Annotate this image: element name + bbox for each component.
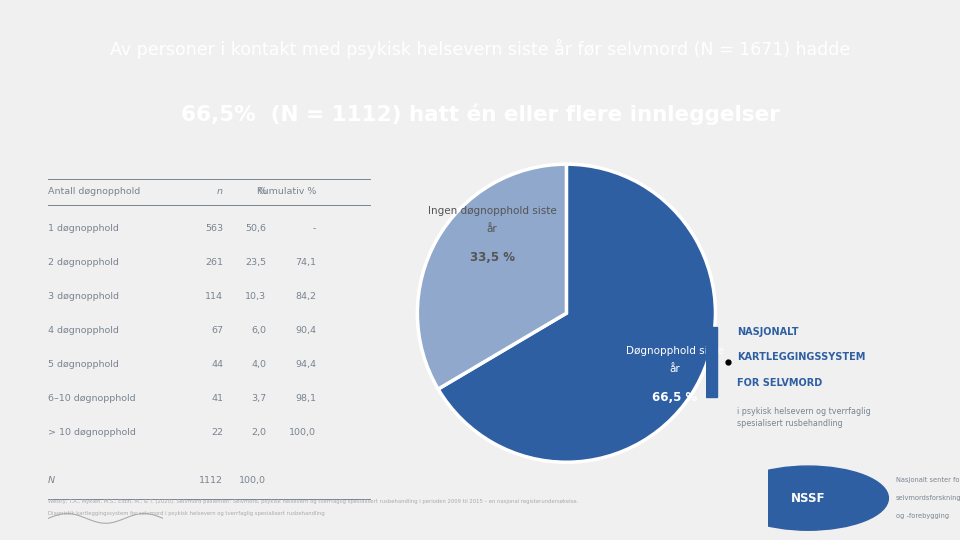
Text: -: -: [313, 224, 316, 233]
Text: 2,0: 2,0: [251, 428, 266, 437]
Text: Westly, T.A., Myklen, M.S., Eidin, M., & T. (2020). Selvmord pasienten: Selvmord: Westly, T.A., Myklen, M.S., Eidin, M., &…: [48, 498, 578, 504]
Text: Diagnistik kartleggingssystem for selvmord i psykisk helsevern og tverrfaglig sp: Diagnistik kartleggingssystem for selvmo…: [48, 510, 324, 516]
Text: n: n: [217, 187, 223, 196]
Text: 22: 22: [211, 428, 223, 437]
Text: 84,2: 84,2: [295, 292, 316, 301]
Text: 3,7: 3,7: [251, 394, 266, 403]
Text: NSSF: NSSF: [791, 491, 826, 505]
Text: Kumulativ %: Kumulativ %: [256, 187, 316, 196]
Text: år: år: [487, 224, 497, 234]
Text: 10,3: 10,3: [245, 292, 266, 301]
Text: 90,4: 90,4: [295, 326, 316, 335]
Circle shape: [728, 466, 888, 530]
Bar: [706, 327, 717, 396]
Text: 33,5 %: 33,5 %: [469, 251, 515, 264]
Text: 6,0: 6,0: [251, 326, 266, 335]
Text: 3 døgnopphold: 3 døgnopphold: [48, 292, 119, 301]
Text: selvmordsforskning: selvmordsforskning: [896, 495, 960, 501]
Text: 261: 261: [205, 258, 223, 267]
Text: 98,1: 98,1: [295, 394, 316, 403]
Text: 66,5 %: 66,5 %: [652, 391, 697, 404]
Text: FOR SELVMORD: FOR SELVMORD: [737, 378, 823, 388]
Text: 6–10 døgnopphold: 6–10 døgnopphold: [48, 394, 135, 403]
Text: > 10 døgnopphold: > 10 døgnopphold: [48, 428, 136, 437]
Text: 4 døgnopphold: 4 døgnopphold: [48, 326, 119, 335]
Text: 66,5%  (N = 1112) hatt én eller flere innleggelser: 66,5% (N = 1112) hatt én eller flere inn…: [180, 103, 780, 125]
Text: Ingen døgnopphold siste: Ingen døgnopphold siste: [427, 206, 557, 215]
Text: 41: 41: [211, 394, 223, 403]
Text: N: N: [48, 476, 55, 484]
Text: 1 døgnopphold: 1 døgnopphold: [48, 224, 119, 233]
Text: i psykisk helsevern og tverrfaglig
spesialisert rusbehandling: i psykisk helsevern og tverrfaglig spesi…: [737, 407, 871, 428]
Text: 114: 114: [205, 292, 223, 301]
Text: NASJONALT: NASJONALT: [737, 327, 799, 336]
Text: Døgnopphold siste: Døgnopphold siste: [626, 346, 723, 356]
Text: 4,0: 4,0: [251, 360, 266, 369]
Text: år: år: [669, 364, 680, 374]
Wedge shape: [418, 164, 566, 389]
Text: 94,4: 94,4: [295, 360, 316, 369]
Text: 1112: 1112: [199, 476, 223, 484]
Text: 74,1: 74,1: [295, 258, 316, 267]
Text: 563: 563: [204, 224, 223, 233]
Wedge shape: [438, 164, 715, 462]
Text: KARTLEGGINGSSYSTEM: KARTLEGGINGSSYSTEM: [737, 352, 866, 362]
Text: 100,0: 100,0: [289, 428, 316, 437]
Text: 23,5: 23,5: [245, 258, 266, 267]
Text: Av personer i kontakt med psykisk helsevern siste år før selvmord (N = 1671) had: Av personer i kontakt med psykisk helsev…: [109, 39, 851, 59]
Text: 2 døgnopphold: 2 døgnopphold: [48, 258, 119, 267]
Text: Antall døgnopphold: Antall døgnopphold: [48, 187, 140, 196]
Text: 50,6: 50,6: [245, 224, 266, 233]
Text: 100,0: 100,0: [239, 476, 266, 484]
Text: %: %: [257, 187, 266, 196]
Text: og -forebygging: og -forebygging: [896, 514, 948, 519]
Text: Nasjonalt senter for: Nasjonalt senter for: [896, 477, 960, 483]
Text: 67: 67: [211, 326, 223, 335]
Text: 5 døgnopphold: 5 døgnopphold: [48, 360, 119, 369]
Text: 44: 44: [211, 360, 223, 369]
